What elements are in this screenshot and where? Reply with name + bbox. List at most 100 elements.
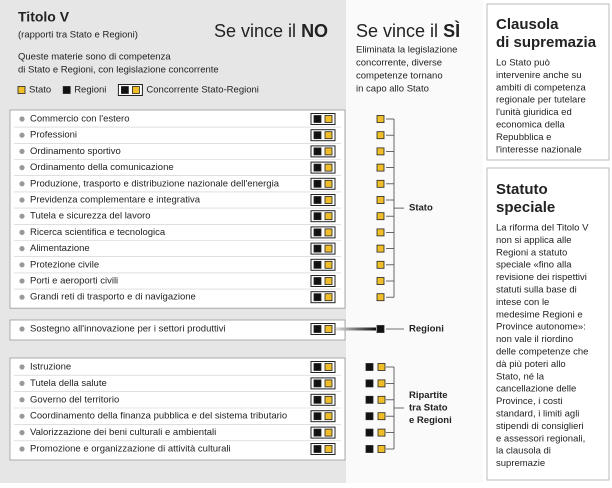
sidebar-text: Repubblica e	[496, 132, 551, 143]
bullet	[19, 397, 25, 403]
item-label: Promozione e organizzazione di attività …	[30, 444, 231, 455]
icon-square	[313, 196, 322, 204]
icon-square	[324, 293, 333, 302]
item-label: Ricerca scientifica e tecnologica	[30, 227, 166, 238]
bullet	[19, 446, 25, 452]
icon-frame	[310, 291, 336, 304]
sidebar-text: delle competenze che	[496, 347, 588, 358]
icon-square	[313, 379, 322, 388]
si-heading: Se vince il SÌ	[356, 20, 460, 41]
icon-square	[376, 179, 385, 188]
icon-square	[17, 86, 26, 94]
icon-square	[324, 363, 333, 371]
no-heading: Se vince il NO	[214, 21, 328, 41]
icon-square	[377, 412, 386, 421]
icon-square	[313, 179, 322, 188]
icon-frame	[310, 393, 336, 406]
icon-square	[324, 412, 333, 421]
icon-square	[376, 147, 385, 156]
sidebar-text: Lo Stato può	[496, 58, 550, 69]
icon-square	[324, 379, 333, 388]
sidebar-text: la clausola di	[496, 446, 551, 457]
icon-frame	[310, 194, 336, 206]
item-label: Porti e aeroporti civili	[30, 276, 118, 287]
sidebar-text: economica della	[496, 120, 565, 131]
item-label: Tutela e sicurezza del lavoro	[30, 211, 151, 222]
sidebar-text: non si applica alle	[496, 235, 572, 246]
icon-square	[313, 363, 322, 371]
icon-square	[324, 163, 333, 172]
icon-square	[377, 363, 386, 371]
icon-frame	[310, 145, 336, 158]
si-description: concorrente, diverse	[356, 58, 442, 69]
icon-square	[313, 147, 322, 156]
sidebar-text: statuti sulla base di	[496, 285, 577, 296]
sidebar-text: intese con le	[496, 297, 549, 308]
arrow	[336, 327, 376, 331]
item-label: Grandi reti di trasporto e di navigazion…	[30, 292, 196, 303]
bullet	[19, 197, 25, 203]
icon-frame	[310, 275, 336, 287]
icon-square	[313, 277, 322, 285]
bullet	[19, 132, 25, 138]
icon-square	[313, 428, 322, 437]
sidebar-text: Regioni a statuto	[496, 247, 567, 258]
sidebar-text: stipendi di consiglieri	[496, 421, 584, 432]
icon-square	[376, 325, 385, 333]
sidebar-text: medesime Regioni e	[496, 309, 583, 320]
sidebar-text: non vale il riordino	[496, 334, 573, 345]
icon-frame	[310, 323, 336, 335]
group-label: tra Stato	[409, 403, 448, 414]
group-label: Ripartite	[409, 390, 448, 401]
item-label: Coordinamento della finanza pubblica e d…	[30, 411, 287, 422]
sidebar-text: supremazie	[496, 458, 545, 469]
icon-square	[376, 228, 385, 237]
icon-frame	[117, 84, 143, 96]
sidebar-title: Statuto	[496, 181, 548, 198]
icon-frame	[310, 113, 336, 125]
icon-frame	[310, 377, 336, 390]
bullet	[19, 430, 25, 436]
icon-square	[376, 260, 385, 269]
si-description: Eliminata la legislazione	[356, 45, 457, 56]
icon-square	[324, 428, 333, 437]
sidebar-text: standard, i limiti agli	[496, 409, 579, 420]
icon-square	[313, 412, 322, 421]
icon-frame	[310, 410, 336, 423]
sidebar-text: dà più poteri allo	[496, 359, 566, 370]
icon-square	[324, 445, 333, 453]
icon-square	[324, 228, 333, 237]
sidebar-title: di supremazia	[496, 34, 597, 51]
sidebar-box	[486, 167, 610, 481]
item-label: Valorizzazione dei beni culturali e ambi…	[30, 427, 216, 438]
icon-square	[376, 277, 385, 285]
icon-square	[313, 395, 322, 404]
icon-square	[324, 395, 333, 404]
bullet	[19, 148, 25, 154]
icon-square	[365, 363, 374, 371]
icon-square	[313, 115, 322, 123]
icon-square	[324, 325, 333, 333]
icon-square	[121, 86, 129, 94]
icon-frame	[310, 443, 336, 455]
item-label: Previdenza complementare e integrativa	[30, 195, 201, 206]
sidebar-text: La riforma del Titolo V	[496, 223, 589, 234]
item-label: Ordinamento della comunicazione	[30, 162, 174, 173]
item-label: Governo del territorio	[30, 394, 119, 405]
icon-square	[313, 325, 322, 333]
icon-square	[313, 228, 322, 237]
item-label: Commercio con l'estero	[30, 114, 130, 125]
sidebar-text: ambiti di competenza	[496, 82, 586, 93]
sidebar-text: Stato, né la	[496, 371, 545, 382]
item-label: Alimentazione	[30, 243, 90, 254]
sidebar-text: l'unità giuridica ed	[496, 107, 572, 118]
icon-square	[377, 428, 386, 437]
sidebar-text: speciale «fino alla	[496, 260, 572, 271]
title: Titolo V	[18, 9, 70, 25]
icon-square	[313, 260, 322, 269]
icon-square	[376, 196, 385, 204]
legend-label: Regioni	[74, 85, 106, 96]
icon-square	[377, 445, 386, 453]
icon-square	[324, 244, 333, 253]
